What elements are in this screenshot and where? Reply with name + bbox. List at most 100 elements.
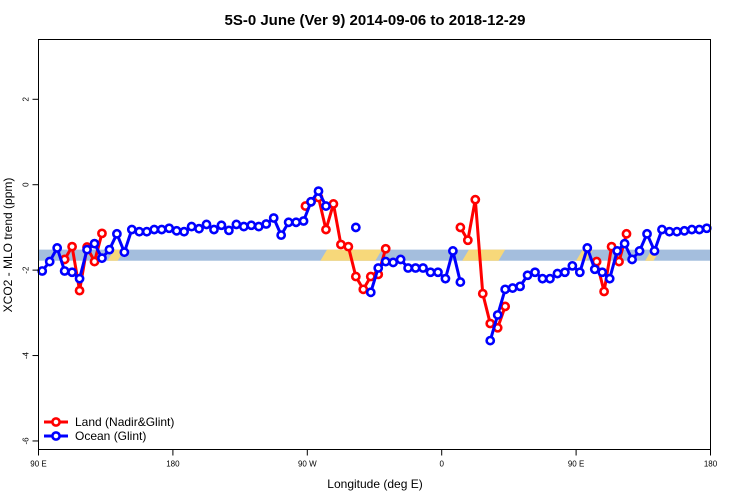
x-tick-label: 180 <box>166 460 180 469</box>
ocean-point <box>440 273 451 284</box>
ocean-point <box>112 228 122 239</box>
ocean-point <box>119 247 130 258</box>
land-point <box>358 284 369 295</box>
land-point <box>67 241 77 252</box>
x-axis: 90 E 180 90 W 0 90 E 180 <box>30 449 718 469</box>
ocean-point <box>380 256 391 267</box>
ocean-point <box>664 226 675 237</box>
ocean-point <box>388 257 399 268</box>
land-point <box>462 235 473 246</box>
chart-title: 5S-0 June (Ver 9) 2014-09-06 to 2018-12-… <box>224 12 525 29</box>
ocean-point <box>59 266 70 276</box>
ocean-point <box>560 267 570 278</box>
ocean-point <box>149 224 160 235</box>
ocean-point <box>104 244 115 255</box>
ocean-point <box>253 221 264 232</box>
ocean-point <box>619 238 630 249</box>
ocean-point <box>522 270 533 281</box>
ocean-point <box>425 267 436 278</box>
ocean-point <box>268 213 279 223</box>
ocean-point <box>694 224 705 235</box>
ocean-point <box>246 220 257 231</box>
land-point <box>380 243 391 254</box>
land-point <box>74 285 85 296</box>
ocean-point <box>216 220 227 231</box>
land-point <box>328 199 339 209</box>
ocean-point <box>306 196 316 207</box>
ocean-point <box>209 224 219 235</box>
y-axis: 2 0 -2 -4 -6 <box>22 97 39 445</box>
legend-ocean-marker <box>51 431 61 441</box>
land-point <box>477 288 488 299</box>
ocean-point <box>350 222 361 233</box>
ocean-point <box>642 228 652 239</box>
ocean-point <box>141 226 152 237</box>
ocean-point <box>567 260 578 271</box>
x-tick-label: 90 E <box>30 460 46 469</box>
legend-land-marker <box>51 417 61 427</box>
land-point <box>343 241 354 252</box>
ocean-point <box>597 267 608 278</box>
ocean-point <box>231 219 242 230</box>
ocean-point <box>44 256 55 267</box>
ocean-point <box>171 225 182 236</box>
x-tick-label: 90 W <box>298 460 317 469</box>
ocean-point <box>410 263 421 273</box>
ocean-point <box>492 310 503 320</box>
land-point <box>470 194 481 205</box>
ocean-point <box>276 230 287 241</box>
y-axis-label: XCO2 - MLO trend (ppm) <box>1 178 15 313</box>
ocean-point <box>373 263 384 273</box>
ocean-point <box>574 267 585 278</box>
y-tick-label: 0 <box>22 182 31 187</box>
ocean-point <box>485 335 496 346</box>
legend-ocean-label: Ocean (Glint) <box>75 429 146 443</box>
ocean-point <box>74 273 85 284</box>
ocean-point <box>455 277 466 287</box>
land-point <box>621 228 632 239</box>
ocean-point <box>500 284 511 295</box>
ocean-point <box>238 221 249 232</box>
ocean-point <box>672 226 682 237</box>
legend-land-label: Land (Nadir&Glint) <box>75 415 174 429</box>
ocean-point <box>418 263 428 273</box>
x-tick-label: 0 <box>439 460 444 469</box>
ocean-point <box>291 217 301 228</box>
ocean-point <box>97 253 107 264</box>
ocean-point <box>156 224 167 235</box>
plot-frame <box>38 39 711 450</box>
y-tick-label: -6 <box>22 437 31 445</box>
ocean-point <box>37 266 48 276</box>
ocean-point <box>82 244 92 255</box>
ocean-point <box>313 186 324 197</box>
ocean-point <box>649 246 660 256</box>
ocean-point <box>186 221 197 232</box>
y-tick-label: -2 <box>22 266 31 274</box>
ocean-point <box>552 268 563 279</box>
land-point <box>455 222 466 233</box>
x-tick-label: 90 E <box>568 460 584 469</box>
ocean-point <box>403 263 413 273</box>
land-point <box>485 318 496 329</box>
ocean-point <box>134 226 145 237</box>
ocean-point <box>612 246 623 256</box>
ocean-point <box>365 287 376 298</box>
land-point <box>89 256 100 267</box>
ocean-point <box>194 223 204 234</box>
ocean-point <box>589 264 600 275</box>
ocean-point <box>126 224 137 235</box>
ocean-point <box>604 273 615 284</box>
ocean-point <box>223 225 234 236</box>
ocean-point <box>179 226 189 237</box>
x-tick-label: 180 <box>704 460 718 469</box>
ocean-point <box>679 225 690 236</box>
ocean-point <box>433 267 443 278</box>
ocean-point <box>261 219 272 229</box>
y-tick-label: 2 <box>22 97 31 102</box>
ocean-point <box>686 224 697 235</box>
ocean-point <box>537 273 548 284</box>
ocean-point <box>634 246 645 256</box>
land-point <box>350 271 361 282</box>
ocean-point <box>321 201 331 211</box>
